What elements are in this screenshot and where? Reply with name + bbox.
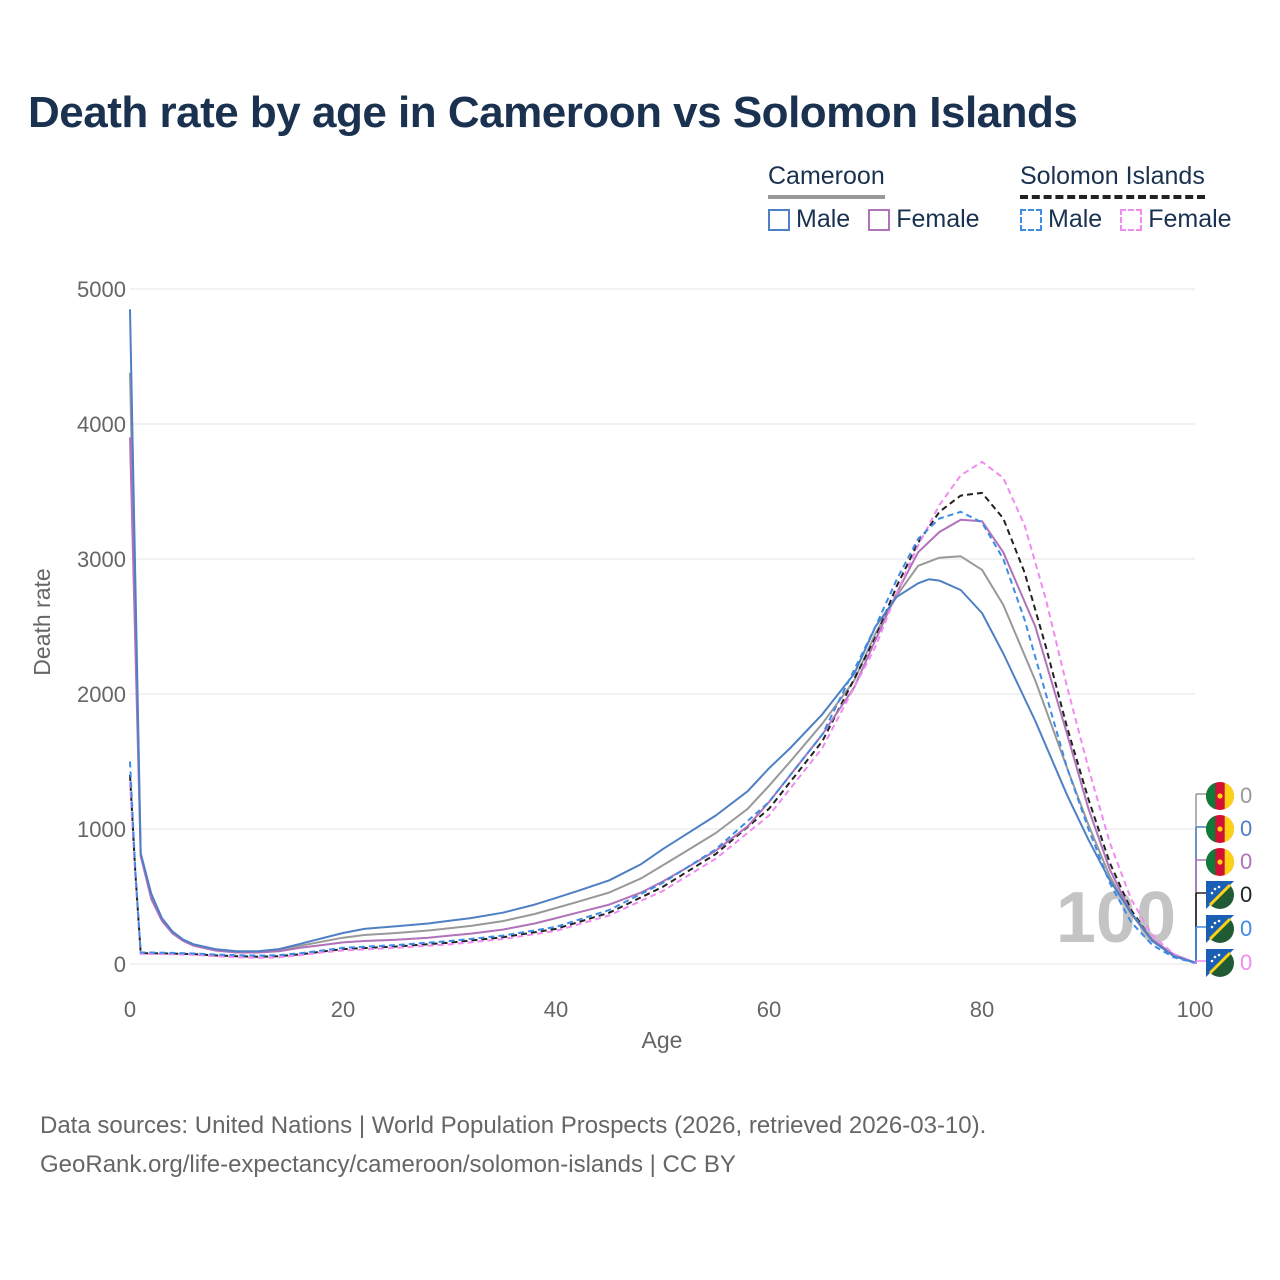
legend-cameroon: Cameroon Male Female [768,162,980,234]
x-axis: 0 20 40 60 80 100 [124,997,1213,1022]
legend-solomon: Solomon Islands Male Female [1020,162,1232,234]
series-lines [129,309,1196,964]
legend-cameroon-title: Cameroon [768,162,885,199]
series-line-cameroon-total [129,372,1196,964]
legend-cameroon-female-label: Female [896,205,980,233]
x-tick-label-5: 100 [1177,997,1214,1022]
legend-solomon-female[interactable]: Female [1120,205,1232,234]
legend-cameroon-female[interactable]: Female [868,205,980,234]
series-line-solomon-total [129,491,1196,964]
y-tick-label-2: 2000 [77,682,126,707]
x-tick-label-4: 80 [970,997,994,1022]
y-axis: 0 1000 2000 3000 4000 5000 [77,277,126,977]
legend-cameroon-female-swatch [868,208,891,231]
footer-sources: Data sources: United Nations | World Pop… [40,1112,987,1139]
legend-solomon-male-label: Male [1048,205,1103,233]
grid [130,288,1195,965]
y-tick-label-1: 1000 [77,817,126,842]
cameroon-flag-icon [1205,815,1235,843]
solomon-islands-flag-icon [1206,915,1234,943]
legend-solomon-male[interactable]: Male [1020,205,1102,234]
flag-yellow-band [1224,815,1235,843]
flag-star [1213,921,1217,925]
flag-star [1210,925,1214,929]
footer-link[interactable]: GeoRank.org/life-expectancy/cameroon/sol… [40,1151,736,1178]
x-tick-label-3: 60 [757,997,781,1022]
y-tick-label-0: 0 [114,952,126,977]
end-value-label-2: 0 [1240,849,1252,874]
cameroon-flag-icon [1205,782,1235,810]
end-value-label-4: 0 [1240,916,1252,941]
cameroon-flag-icon [1205,848,1235,876]
y-tick-label-5: 5000 [77,277,126,302]
flag-star [1213,887,1217,891]
legend-solomon-male-swatch [1020,208,1042,231]
flag-star [1217,919,1221,923]
x-axis-label: Age [642,1027,683,1053]
series-line-cameroon-male [129,309,1196,964]
solomon-islands-flag-icon [1206,881,1234,909]
flag-star [1213,955,1217,959]
flag-green-band [1205,848,1216,876]
legend-solomon-title: Solomon Islands [1020,162,1205,199]
legend-solomon-female-label: Female [1148,205,1232,233]
flag-star [1210,891,1214,895]
flag-star [1210,959,1214,963]
y-axis-label: Death rate [29,568,55,675]
end-value-label-3: 0 [1240,882,1252,907]
end-markers: 0 0 0 0 0 0 [1195,782,1252,977]
series-line-solomon-male [129,510,1196,964]
flag-green-band [1205,782,1216,810]
chart-title: Death rate by age in Cameroon vs Solomon… [28,88,1078,137]
solomon-islands-flag-icon [1206,949,1234,977]
footer: Data sources: United Nations | World Pop… [40,1106,986,1184]
flag-star [1217,953,1221,957]
end-value-label-5: 0 [1240,950,1252,975]
legend-solomon-female-swatch [1120,208,1143,231]
legend-cameroon-male[interactable]: Male [768,205,850,234]
flag-star [1217,859,1223,865]
legend-cameroon-male-swatch [768,208,790,231]
flag-yellow-stripe [1208,883,1232,907]
series-line-solomon-female [129,460,1196,964]
flag-yellow-band [1224,848,1235,876]
flag-yellow-stripe [1208,951,1232,975]
flag-star [1217,793,1223,799]
end-value-label-0: 0 [1240,783,1252,808]
end-value-label-1: 0 [1240,816,1252,841]
flag-star [1217,826,1223,832]
y-tick-label-4: 4000 [77,412,126,437]
x-tick-label-1: 20 [331,997,355,1022]
flag-yellow-stripe [1208,917,1232,941]
flag-star [1217,885,1221,889]
x-tick-label-2: 40 [544,997,568,1022]
flag-green-band [1205,815,1216,843]
series-line-cameroon-female [129,437,1196,964]
y-tick-label-3: 3000 [77,547,126,572]
x-tick-label-0: 0 [124,997,136,1022]
flag-yellow-band [1224,782,1235,810]
legend-cameroon-male-label: Male [796,205,851,233]
